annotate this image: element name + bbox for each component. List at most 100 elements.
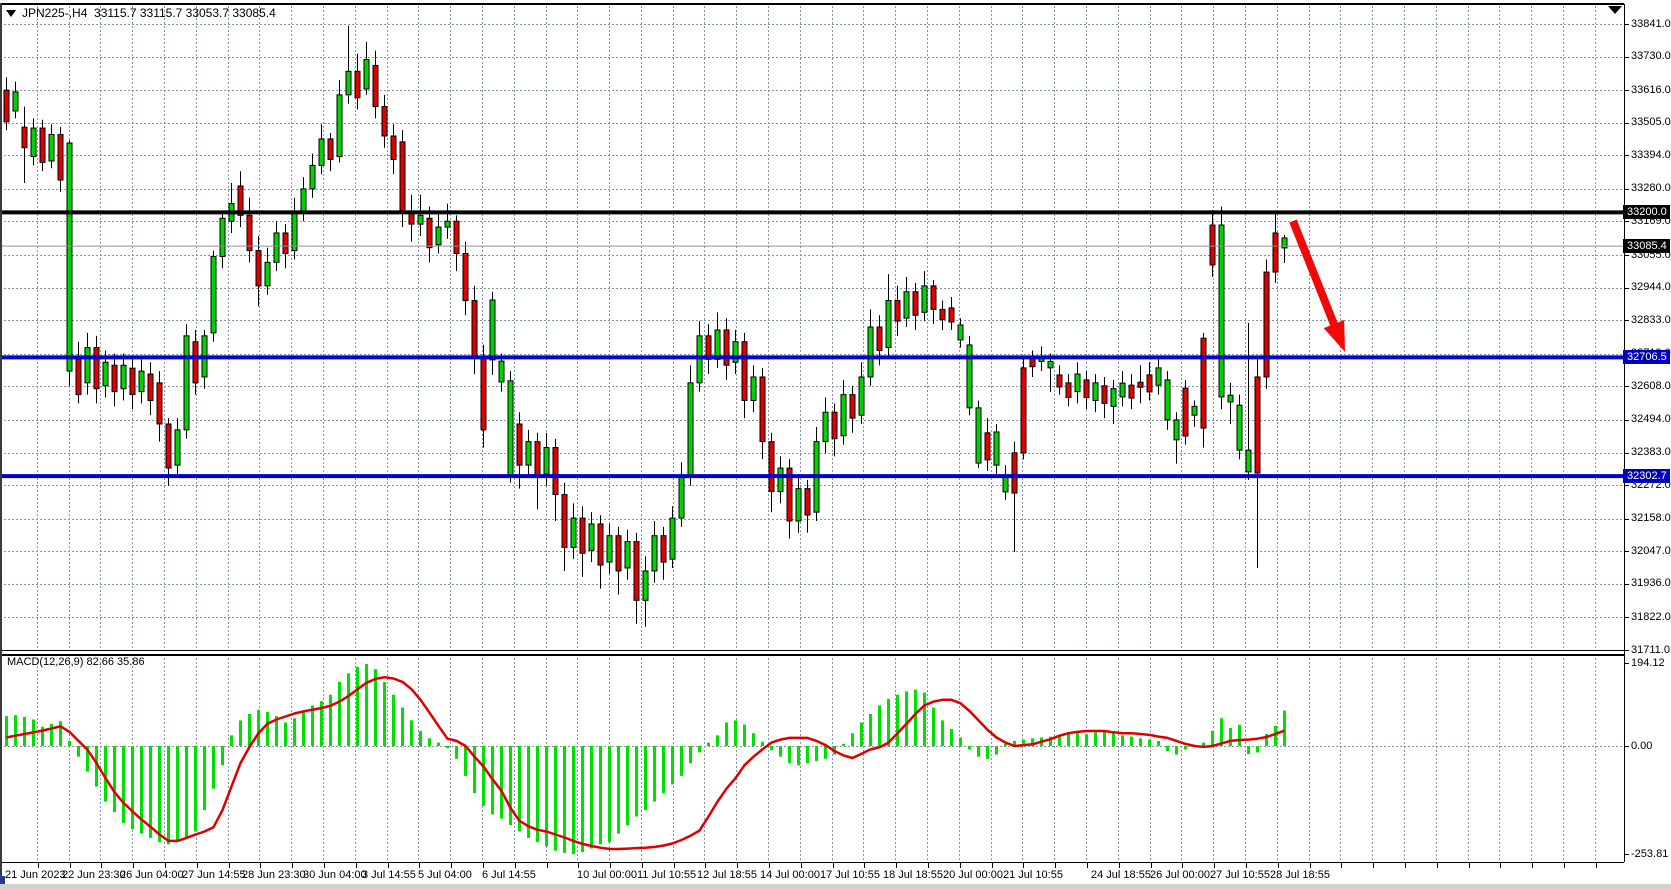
- macd-histogram-bar: [626, 746, 629, 826]
- candle-body: [1137, 381, 1144, 388]
- candle: [1254, 359, 1261, 569]
- candle-body: [3, 89, 10, 123]
- time-tick: [609, 862, 611, 868]
- candle: [75, 341, 82, 404]
- candle-body: [363, 59, 370, 90]
- price-axis-border: [1624, 4, 1625, 862]
- pane-separator[interactable]: [0, 650, 1624, 651]
- candle-body: [552, 447, 559, 496]
- price-chart[interactable]: [0, 0, 1624, 652]
- candle: [606, 523, 613, 574]
- candle-body: [327, 138, 334, 160]
- macd-histogram-bar: [212, 746, 215, 789]
- candle-body: [849, 394, 856, 419]
- macd-histogram-bar: [1229, 728, 1232, 746]
- symbol-dropdown-icon[interactable]: [6, 9, 16, 17]
- price-axis-label: 33280.0: [1631, 182, 1671, 195]
- scrollbar-corner: [0, 876, 5, 884]
- axis-tick: [1624, 551, 1629, 552]
- candle-body: [354, 70, 361, 99]
- time-tick: [1150, 862, 1152, 868]
- candle-body: [714, 329, 721, 360]
- macd-signal-line: [6, 675, 1285, 851]
- time-tick: [863, 862, 865, 868]
- macd-histogram-bar: [986, 746, 989, 759]
- candle-body: [417, 214, 424, 225]
- candle-body: [75, 358, 82, 396]
- pane-separator-handle[interactable]: [0, 654, 1624, 656]
- price-badge-32706.5: 32706.5: [1623, 350, 1670, 365]
- candle-body: [516, 423, 523, 466]
- axis-tick: [1624, 90, 1629, 91]
- candle: [1272, 213, 1279, 283]
- candle: [1137, 365, 1144, 404]
- macd-histogram-bar: [1139, 738, 1142, 746]
- time-tick: [832, 862, 834, 868]
- candle: [678, 462, 685, 527]
- candle-body: [804, 488, 811, 516]
- candle: [1173, 412, 1180, 464]
- time-tick: [1499, 862, 1501, 868]
- candle: [480, 344, 487, 448]
- macd-histogram-bar: [86, 746, 89, 772]
- time-tick: [1563, 862, 1565, 868]
- macd-histogram-bar: [860, 722, 863, 746]
- candle-body: [741, 341, 748, 401]
- candle: [444, 203, 451, 239]
- candle-body: [939, 308, 946, 321]
- candle: [435, 212, 442, 254]
- time-tick: [418, 862, 420, 868]
- candle: [1218, 206, 1225, 410]
- candle: [192, 329, 199, 395]
- trend-arrow[interactable]: [1289, 219, 1345, 352]
- candle: [660, 526, 667, 580]
- candle: [687, 365, 694, 486]
- candle-body: [57, 134, 64, 181]
- candle: [1119, 371, 1126, 407]
- macd-histogram-bar: [122, 746, 125, 823]
- candle-body: [318, 138, 325, 166]
- time-tick: [673, 862, 675, 868]
- candle: [642, 556, 649, 627]
- macd-histogram-bar: [1085, 734, 1088, 746]
- candle-body: [381, 106, 388, 137]
- candle: [390, 124, 397, 175]
- candle-body: [867, 326, 874, 378]
- macd-histogram-bar: [59, 721, 62, 746]
- candle-body: [39, 127, 46, 163]
- candle: [930, 279, 937, 325]
- candle-body: [1191, 405, 1198, 416]
- axis-tick: [1624, 24, 1629, 25]
- macd-histogram-bar: [320, 701, 323, 746]
- candle-body: [435, 226, 442, 246]
- time-axis-label: 3 Jul 14:55: [362, 869, 416, 881]
- macd-histogram-bar: [743, 724, 746, 746]
- macd-histogram-bar: [149, 746, 152, 838]
- candle-body: [480, 355, 487, 431]
- candle: [894, 285, 901, 336]
- macd-histogram-bar: [644, 746, 647, 811]
- candle-body: [120, 364, 127, 390]
- candle: [1056, 365, 1063, 395]
- chart-shift-marker-icon[interactable]: [1608, 6, 1622, 14]
- macd-histogram-bar: [401, 707, 404, 746]
- time-tick: [959, 862, 961, 868]
- candle: [822, 397, 829, 454]
- macd-indicator-pane[interactable]: [0, 657, 1624, 863]
- time-tick: [1372, 862, 1374, 868]
- macd-histogram-bar: [1058, 735, 1061, 746]
- macd-histogram-bar: [5, 716, 8, 746]
- time-axis-label: 26 Jun 04:00: [120, 869, 184, 881]
- candle-body: [30, 127, 37, 158]
- candle-body: [102, 361, 109, 387]
- macd-histogram-bar: [878, 705, 881, 746]
- macd-histogram-bar: [527, 746, 530, 838]
- time-axis-label: 28 Jul 18:55: [1270, 869, 1330, 881]
- time-tick: [1595, 862, 1597, 868]
- candle: [1182, 379, 1189, 445]
- candle: [768, 432, 775, 513]
- time-tick: [69, 862, 71, 868]
- candle: [831, 403, 838, 457]
- candle: [1164, 371, 1171, 430]
